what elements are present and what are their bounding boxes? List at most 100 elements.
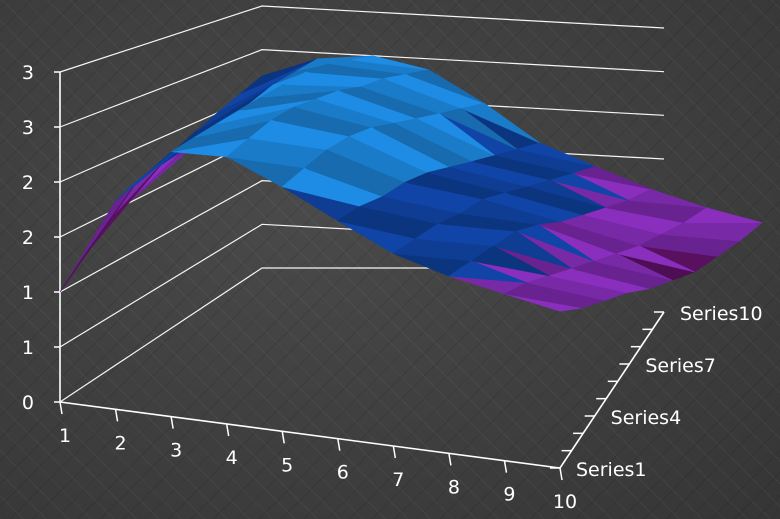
surface-facet xyxy=(593,253,673,281)
surface-facet xyxy=(315,90,395,124)
surface-facet xyxy=(604,199,685,224)
surface-facet xyxy=(115,137,194,202)
surface-facet xyxy=(438,108,518,150)
surface-facet xyxy=(405,69,485,104)
surface-facet xyxy=(482,192,562,223)
surface-facet xyxy=(326,135,406,183)
gridline xyxy=(59,5,665,73)
surface-facet xyxy=(660,222,740,242)
surface-facet xyxy=(404,172,484,200)
surface-facet xyxy=(215,106,295,125)
surface-facet xyxy=(225,137,305,169)
surface-facet xyxy=(337,205,416,239)
surface-facet xyxy=(570,260,650,289)
surface-facet xyxy=(304,149,383,197)
x-tick xyxy=(503,460,508,473)
x-tick-label: 6 xyxy=(337,462,349,484)
axis-labels: 0 1 1 2 2 3 3 1 2 3 4 5 6 7 8 9 10 Series1 Series4 Series7 S… xyxy=(22,62,763,513)
surface-facet xyxy=(460,102,540,144)
x-tick xyxy=(114,409,119,422)
x-tick xyxy=(281,431,285,444)
series-label: Series4 xyxy=(611,407,682,429)
gridline xyxy=(59,49,665,128)
x-tick xyxy=(59,401,63,415)
x-tick xyxy=(225,423,230,437)
x-tick xyxy=(392,445,397,459)
surface-facet xyxy=(414,223,494,247)
surface-facet xyxy=(82,165,161,259)
surface-facet xyxy=(270,106,350,137)
surface-facet xyxy=(371,122,451,168)
surface-facet xyxy=(337,86,418,119)
y-tick-label: 3 xyxy=(22,62,34,84)
series-label: Series1 xyxy=(576,459,647,481)
surface-facet xyxy=(193,119,272,139)
surface-facet xyxy=(437,213,517,232)
surface-facet xyxy=(638,233,718,257)
surface-facet xyxy=(170,137,250,153)
surface-facet xyxy=(449,161,529,187)
series-label: Series7 xyxy=(645,355,716,377)
series-axis-line xyxy=(559,311,665,469)
surface-facet xyxy=(392,238,472,262)
x-tick xyxy=(337,438,341,451)
surface-facet xyxy=(415,113,496,156)
x-tick xyxy=(448,453,452,466)
surface-facet xyxy=(359,196,439,225)
series-label: Series10 xyxy=(680,303,763,325)
surface-facet xyxy=(248,119,328,150)
surface-facet xyxy=(582,207,662,235)
surface-facet xyxy=(350,55,429,71)
y-tick-label: 2 xyxy=(22,172,34,194)
x-tick-label: 7 xyxy=(392,469,404,491)
surface-facet xyxy=(615,245,695,273)
surface-facet xyxy=(360,78,440,114)
surface-facet xyxy=(459,198,539,226)
x-tick-label: 2 xyxy=(115,432,127,454)
surface-facet xyxy=(526,179,607,209)
surface-facet xyxy=(59,180,139,293)
y-tick-label: 1 xyxy=(22,282,34,304)
surface-facet xyxy=(470,245,550,277)
surface-facet xyxy=(292,98,373,128)
x-tick-label: 9 xyxy=(503,484,515,506)
surface-facet xyxy=(549,173,629,201)
surface-facet xyxy=(305,63,384,79)
surface-facet xyxy=(216,71,296,114)
x-tick-label: 4 xyxy=(226,447,238,469)
surface-facet xyxy=(472,155,551,181)
surface-facet xyxy=(503,282,583,309)
surface-facet xyxy=(517,142,596,167)
surface-facet xyxy=(328,59,407,75)
x-tick-label: 3 xyxy=(170,440,182,462)
surface-facet xyxy=(448,260,527,284)
surface-facet xyxy=(548,268,628,294)
surface-facet xyxy=(381,181,461,214)
surface-facet xyxy=(427,166,506,194)
surface-facet xyxy=(538,221,617,254)
surface-facet xyxy=(683,207,763,224)
y-tick-label: 2 xyxy=(22,227,34,249)
surface-facet xyxy=(504,186,584,216)
surface-facet xyxy=(515,224,595,262)
y-tick-label: 1 xyxy=(22,337,34,359)
x-axis-line xyxy=(59,401,561,469)
surface-facet xyxy=(281,167,361,207)
surface-facet xyxy=(572,166,652,190)
surface-plot xyxy=(59,55,763,312)
surface-facet xyxy=(560,214,640,247)
surface-facet xyxy=(382,73,462,109)
surface-facet xyxy=(493,230,572,269)
x-tick xyxy=(170,416,174,429)
surface-facet xyxy=(525,275,606,301)
x-tick-label: 8 xyxy=(448,476,460,498)
surface-facet xyxy=(494,149,574,174)
x-tick-label: 1 xyxy=(59,425,71,447)
surface-facet xyxy=(260,84,339,98)
surface-facet xyxy=(194,84,273,133)
surface-facet xyxy=(239,58,318,95)
x-tick-label: 10 xyxy=(553,491,577,513)
surface-facet xyxy=(348,127,428,173)
surface-facet xyxy=(238,97,317,112)
